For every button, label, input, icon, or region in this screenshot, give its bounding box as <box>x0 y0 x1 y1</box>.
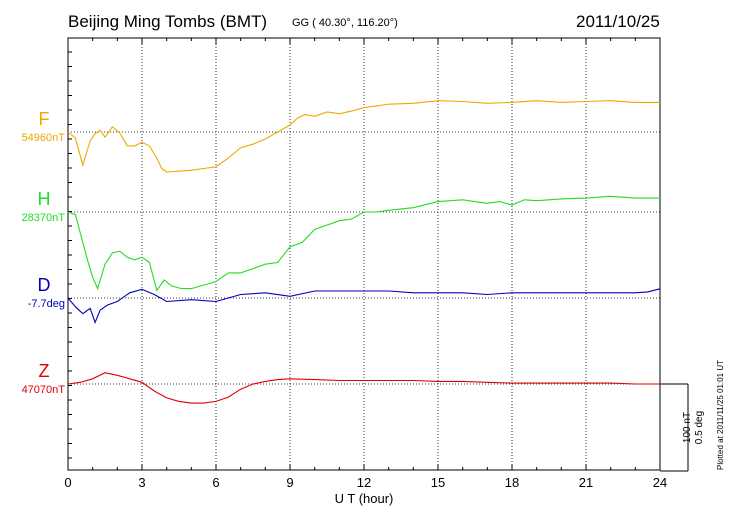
station-title: Beijing Ming Tombs (BMT) <box>68 12 268 31</box>
x-tick-label: 21 <box>579 475 593 490</box>
baseline-label-z: 47070nT <box>22 384 66 396</box>
baseline-label-d: -7.7deg <box>28 298 65 310</box>
scale-bar-deg-label: 0.5 deg <box>694 411 705 444</box>
scale-bar-nt-label: 100 nT <box>682 412 693 443</box>
x-tick-label: 6 <box>212 475 219 490</box>
series-line-h <box>67 195 660 292</box>
x-tick-label: 3 <box>138 475 145 490</box>
x-tick-label: 0 <box>64 475 71 490</box>
plotted-timestamp: Plotted at 2011/11/25 01:01 UT <box>716 359 725 470</box>
baseline-label-f: 54960nT <box>22 132 66 144</box>
component-label-z: Z <box>39 361 50 381</box>
x-axis-label: U T (hour) <box>335 491 394 506</box>
plot-date: 2011/10/25 <box>576 12 660 31</box>
series-line-f <box>67 100 660 173</box>
component-label-d: D <box>38 275 51 295</box>
x-tick-label: 24 <box>653 475 667 490</box>
x-tick-label: 12 <box>357 475 371 490</box>
component-label-h: H <box>38 189 51 209</box>
x-tick-label: 18 <box>505 475 519 490</box>
x-tick-label: 9 <box>286 475 293 490</box>
station-coordinates: GG ( 40.30°, 116.20°) <box>292 17 398 29</box>
series-line-d <box>67 288 661 324</box>
x-tick-label: 15 <box>431 475 445 490</box>
series-line-z <box>67 372 660 404</box>
component-label-f: F <box>39 109 50 129</box>
baseline-label-h: 28370nT <box>22 212 66 224</box>
